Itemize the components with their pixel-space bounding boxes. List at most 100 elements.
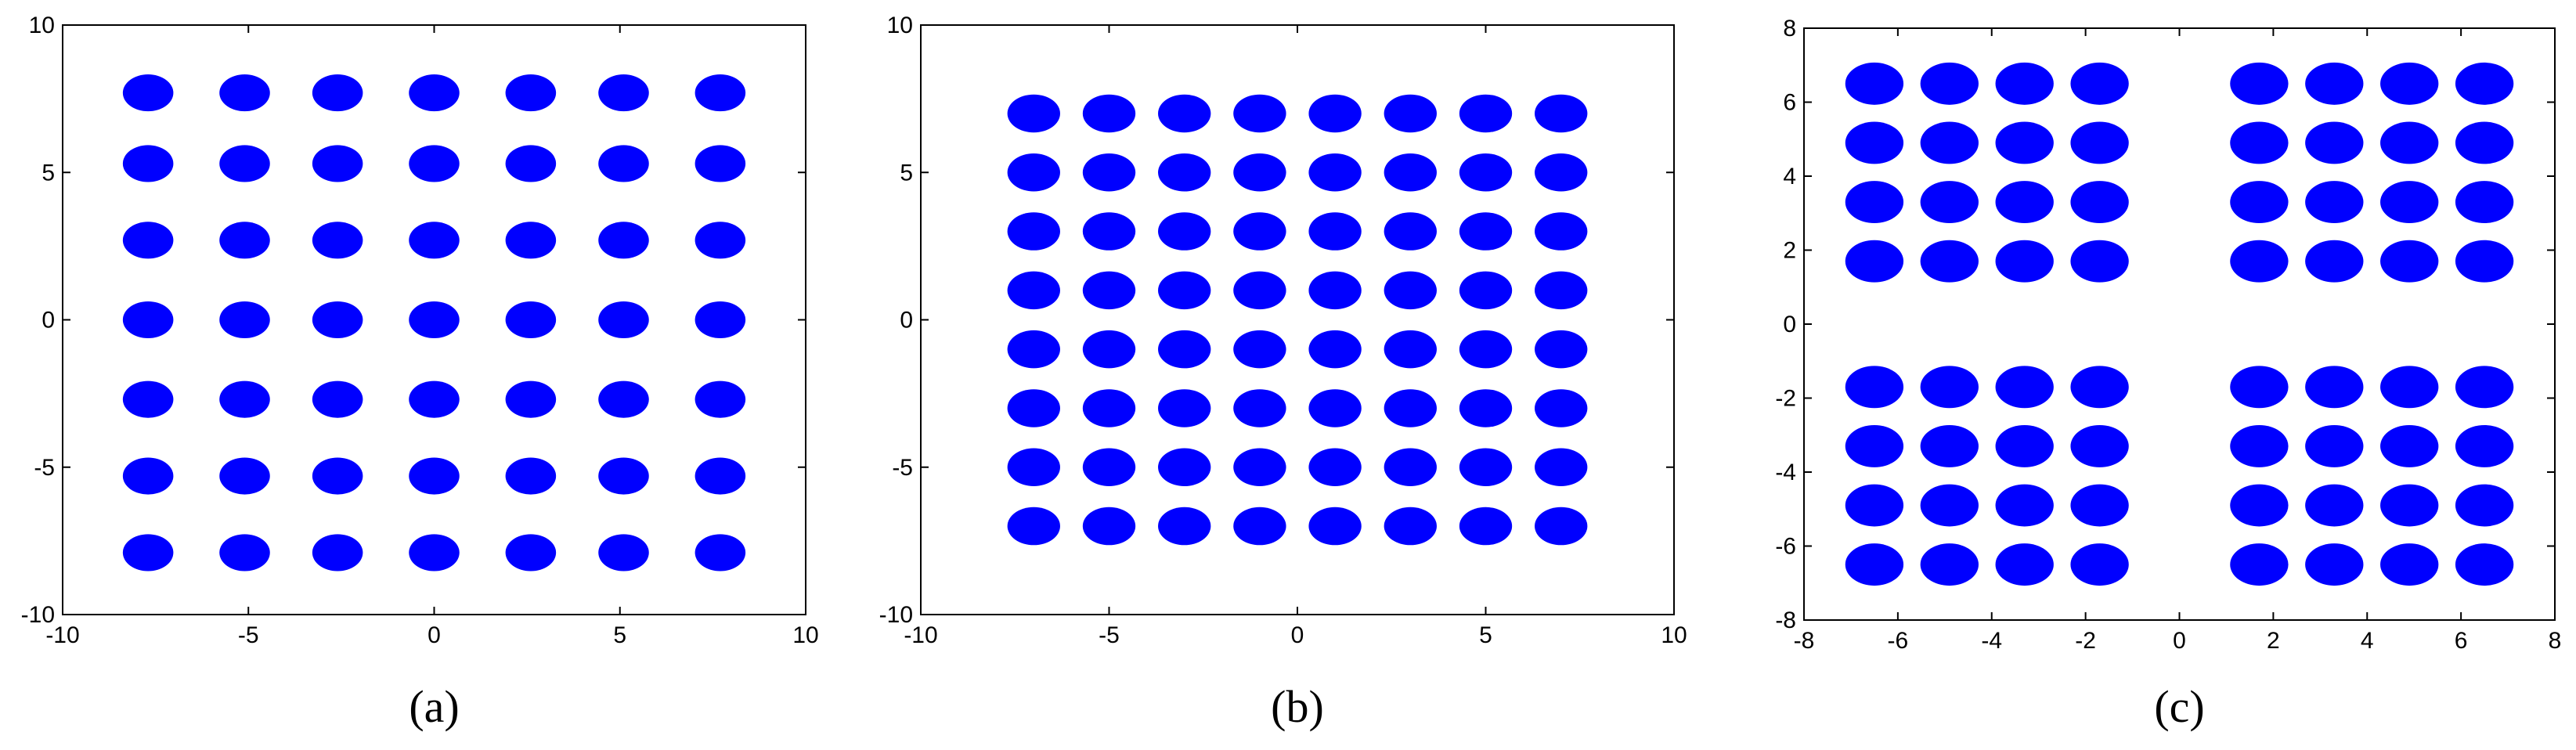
scatter-cluster <box>1233 153 1286 192</box>
scatter-cluster <box>122 457 174 495</box>
x-tick-label: -6 <box>1888 628 1909 654</box>
scatter-cluster <box>1308 389 1362 427</box>
y-tick-label: -2 <box>1775 386 1796 412</box>
scatter-cluster <box>2455 366 2514 409</box>
y-tick-label: -5 <box>892 455 913 481</box>
scatter-cluster <box>409 222 460 259</box>
scatter-cluster <box>409 301 460 339</box>
scatter-cluster <box>2380 366 2439 409</box>
x-tick-label: -10 <box>45 622 79 648</box>
y-tick-label: 5 <box>41 160 55 186</box>
scatter-cluster <box>1995 62 2054 105</box>
scatter-cluster <box>1535 507 1588 546</box>
scatter-cluster <box>1308 94 1362 133</box>
scatter-cluster <box>1158 271 1211 310</box>
scatter-cluster <box>312 145 363 182</box>
y-tick-label: 2 <box>1783 238 1796 264</box>
scatter-cluster <box>219 534 270 572</box>
scatter-cluster <box>2070 240 2129 283</box>
scatter-cluster <box>1384 94 1437 133</box>
scatter-cluster <box>2230 543 2289 586</box>
scatter-cluster <box>2380 240 2439 283</box>
scatter-cluster <box>2305 240 2364 283</box>
scatter-cluster <box>1158 94 1211 133</box>
scatter-cluster <box>1920 240 1979 283</box>
scatter-cluster <box>122 74 174 112</box>
scatter-cluster <box>598 74 649 112</box>
x-tick-label: -8 <box>1794 628 1815 654</box>
scatter-cluster <box>1233 448 1286 486</box>
y-tick-label: 6 <box>1783 90 1796 116</box>
y-tick-label: 0 <box>1783 312 1796 337</box>
scatter-cluster <box>1158 389 1211 427</box>
scatter-cluster <box>2380 424 2439 467</box>
scatter-cluster <box>312 74 363 112</box>
scatter-cluster <box>2070 62 2129 105</box>
scatter-cluster <box>598 145 649 182</box>
scatter-cluster <box>409 74 460 112</box>
scatter-cluster <box>122 380 174 418</box>
y-tick-label: -10 <box>21 602 55 628</box>
scatter-cluster <box>695 301 746 339</box>
scatter-cluster <box>1308 153 1362 192</box>
scatter-cluster <box>1384 389 1437 427</box>
scatter-cluster <box>2070 121 2129 164</box>
scatter-cluster <box>219 145 270 182</box>
x-tick-label: -5 <box>1099 622 1120 648</box>
x-tick-label: 0 <box>1291 622 1304 648</box>
scatter-cluster <box>122 222 174 259</box>
scatter-cluster <box>2230 484 2289 527</box>
scatter-cluster <box>1920 62 1979 105</box>
scatter-cluster <box>505 380 557 418</box>
scatter-cluster <box>312 380 363 418</box>
scatter-cluster <box>2230 181 2289 224</box>
scatter-cluster <box>1535 153 1588 192</box>
scatter-cluster <box>1920 121 1979 164</box>
y-tick-label: -4 <box>1775 460 1796 485</box>
panel-caption: (b) <box>1271 681 1324 732</box>
scatter-cluster <box>598 301 649 339</box>
scatter-cluster <box>2380 121 2439 164</box>
scatter-cluster <box>219 74 270 112</box>
scatter-cluster <box>695 145 746 182</box>
scatter-cluster <box>122 145 174 182</box>
scatter-cluster <box>1158 507 1211 546</box>
scatter-cluster <box>312 534 363 572</box>
scatter-cluster <box>1007 271 1060 310</box>
scatter-cluster <box>219 301 270 339</box>
scatter-cluster <box>1308 271 1362 310</box>
scatter-cluster <box>409 380 460 418</box>
y-tick-label: 4 <box>1783 164 1796 189</box>
scatter-cluster <box>409 145 460 182</box>
scatter-cluster <box>2455 62 2514 105</box>
scatter-cluster <box>1995 366 2054 409</box>
scatter-cluster <box>1233 330 1286 369</box>
scatter-cluster <box>1158 153 1211 192</box>
scatter-cluster <box>1308 212 1362 251</box>
scatter-cluster <box>2230 240 2289 283</box>
scatter-cluster <box>1384 507 1437 546</box>
scatter-cluster <box>1845 484 1904 527</box>
scatter-cluster <box>598 457 649 495</box>
scatter-cluster <box>1920 424 1979 467</box>
scatter-cluster <box>2230 424 2289 467</box>
scatter-cluster <box>1920 484 1979 527</box>
scatter-cluster <box>1384 212 1437 251</box>
scatter-cluster <box>2230 121 2289 164</box>
scatter-cluster <box>1845 181 1904 224</box>
y-tick-label: 0 <box>900 308 913 334</box>
scatter-cluster <box>2305 484 2364 527</box>
scatter-cluster <box>2070 366 2129 409</box>
scatter-cluster <box>2070 543 2129 586</box>
scatter-cluster <box>1845 62 1904 105</box>
scatter-cluster <box>2305 181 2364 224</box>
scatter-cluster <box>409 534 460 572</box>
scatter-cluster <box>1995 484 2054 527</box>
scatter-cluster <box>1459 448 1513 486</box>
scatter-cluster <box>505 222 557 259</box>
scatter-cluster <box>1459 330 1513 369</box>
scatter-cluster <box>312 222 363 259</box>
x-tick-label: 8 <box>2549 628 2562 654</box>
x-tick-label: -10 <box>904 622 937 648</box>
